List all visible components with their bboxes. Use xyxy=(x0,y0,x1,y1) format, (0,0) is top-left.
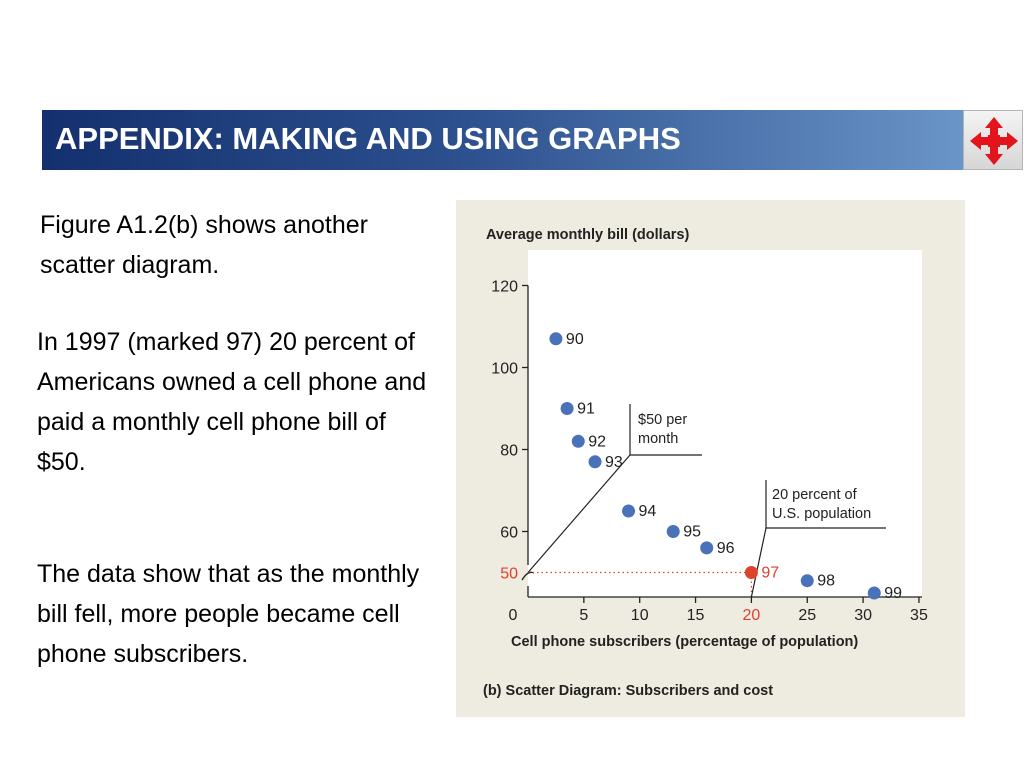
axes-layer: 60 80 100 120 0 5 10 15 20 25 30 35 xyxy=(491,279,928,625)
paragraph-1997: In 1997 (marked 97) 20 percent of Americ… xyxy=(37,328,427,476)
point-label-97: 97 xyxy=(761,565,779,582)
four-way-arrows-icon xyxy=(970,117,1018,165)
point-label-90: 90 xyxy=(566,331,584,348)
x-tick-label: 30 xyxy=(854,607,872,624)
callout-y-text: month xyxy=(638,431,678,447)
callout-x-text: 20 percent of xyxy=(772,487,858,503)
callout-x-box xyxy=(765,480,886,529)
figure-caption: (b) Scatter Diagram: Subscribers and cos… xyxy=(483,683,773,699)
intro-text: Figure A1.2(b) shows another scatter dia… xyxy=(40,211,368,279)
y-tick-label: 80 xyxy=(500,443,518,460)
data-point-95 xyxy=(666,525,680,538)
scatter-chart: Average monthly bill (dollars) Cell phon… xyxy=(483,227,928,699)
data-point-92 xyxy=(571,434,585,448)
y-tick-label: 60 xyxy=(500,525,518,542)
paragraph-conclusion: The data show that as the monthly bill f… xyxy=(37,560,420,668)
point-label-93: 93 xyxy=(605,454,623,471)
callout-y-text: $50 per xyxy=(638,412,687,428)
title-bar: APPENDIX: MAKING AND USING GRAPHS xyxy=(42,110,963,170)
point-label-95: 95 xyxy=(683,524,701,541)
callout-y-leader xyxy=(527,454,631,573)
x-tick-label: 35 xyxy=(910,607,928,624)
x-tick-label: 5 xyxy=(579,607,588,624)
y-highlight-label: 50 xyxy=(500,566,518,583)
data-point-91 xyxy=(560,402,574,415)
point-label-96: 96 xyxy=(717,540,735,557)
y-tick-label: 100 xyxy=(491,361,518,378)
x-tick-label: 20 xyxy=(743,607,761,624)
data-point-90 xyxy=(549,332,563,346)
point-label-91: 91 xyxy=(577,401,595,418)
point-label-99: 99 xyxy=(884,585,902,602)
x-origin-label: 0 xyxy=(509,607,518,624)
x-tick-label: 10 xyxy=(631,607,649,624)
point-label-92: 92 xyxy=(588,433,606,450)
figure-panel: Average monthly bill (dollars) Cell phon… xyxy=(456,200,965,717)
data-point-94 xyxy=(622,504,636,518)
points-layer: 90 91 92 93 94 95 96 97 98 99 xyxy=(549,331,902,602)
callout-x-text: U.S. population xyxy=(772,506,871,522)
callout-y-box xyxy=(629,404,702,456)
data-point-96 xyxy=(700,541,714,555)
x-axis-label: Cell phone subscribers (percentage of po… xyxy=(511,634,858,650)
data-point-97 xyxy=(744,566,758,579)
plot-area xyxy=(528,250,922,597)
slide-title: APPENDIX: MAKING AND USING GRAPHS xyxy=(55,121,681,156)
navigation-button[interactable] xyxy=(963,110,1023,170)
x-tick-label: 25 xyxy=(798,607,816,624)
data-point-99 xyxy=(867,586,881,600)
y-axis-label: Average monthly bill (dollars) xyxy=(486,227,689,243)
y-tick-label: 120 xyxy=(491,279,518,296)
callout-x-leader xyxy=(750,527,767,598)
point-label-94: 94 xyxy=(639,503,657,520)
point-label-98: 98 xyxy=(817,573,835,590)
data-point-93 xyxy=(588,455,602,469)
x-tick-label: 15 xyxy=(687,607,705,624)
overlay-layer: 50 $50 per month 20 percent of U.S. populati… xyxy=(500,404,886,598)
data-point-98 xyxy=(800,574,814,588)
